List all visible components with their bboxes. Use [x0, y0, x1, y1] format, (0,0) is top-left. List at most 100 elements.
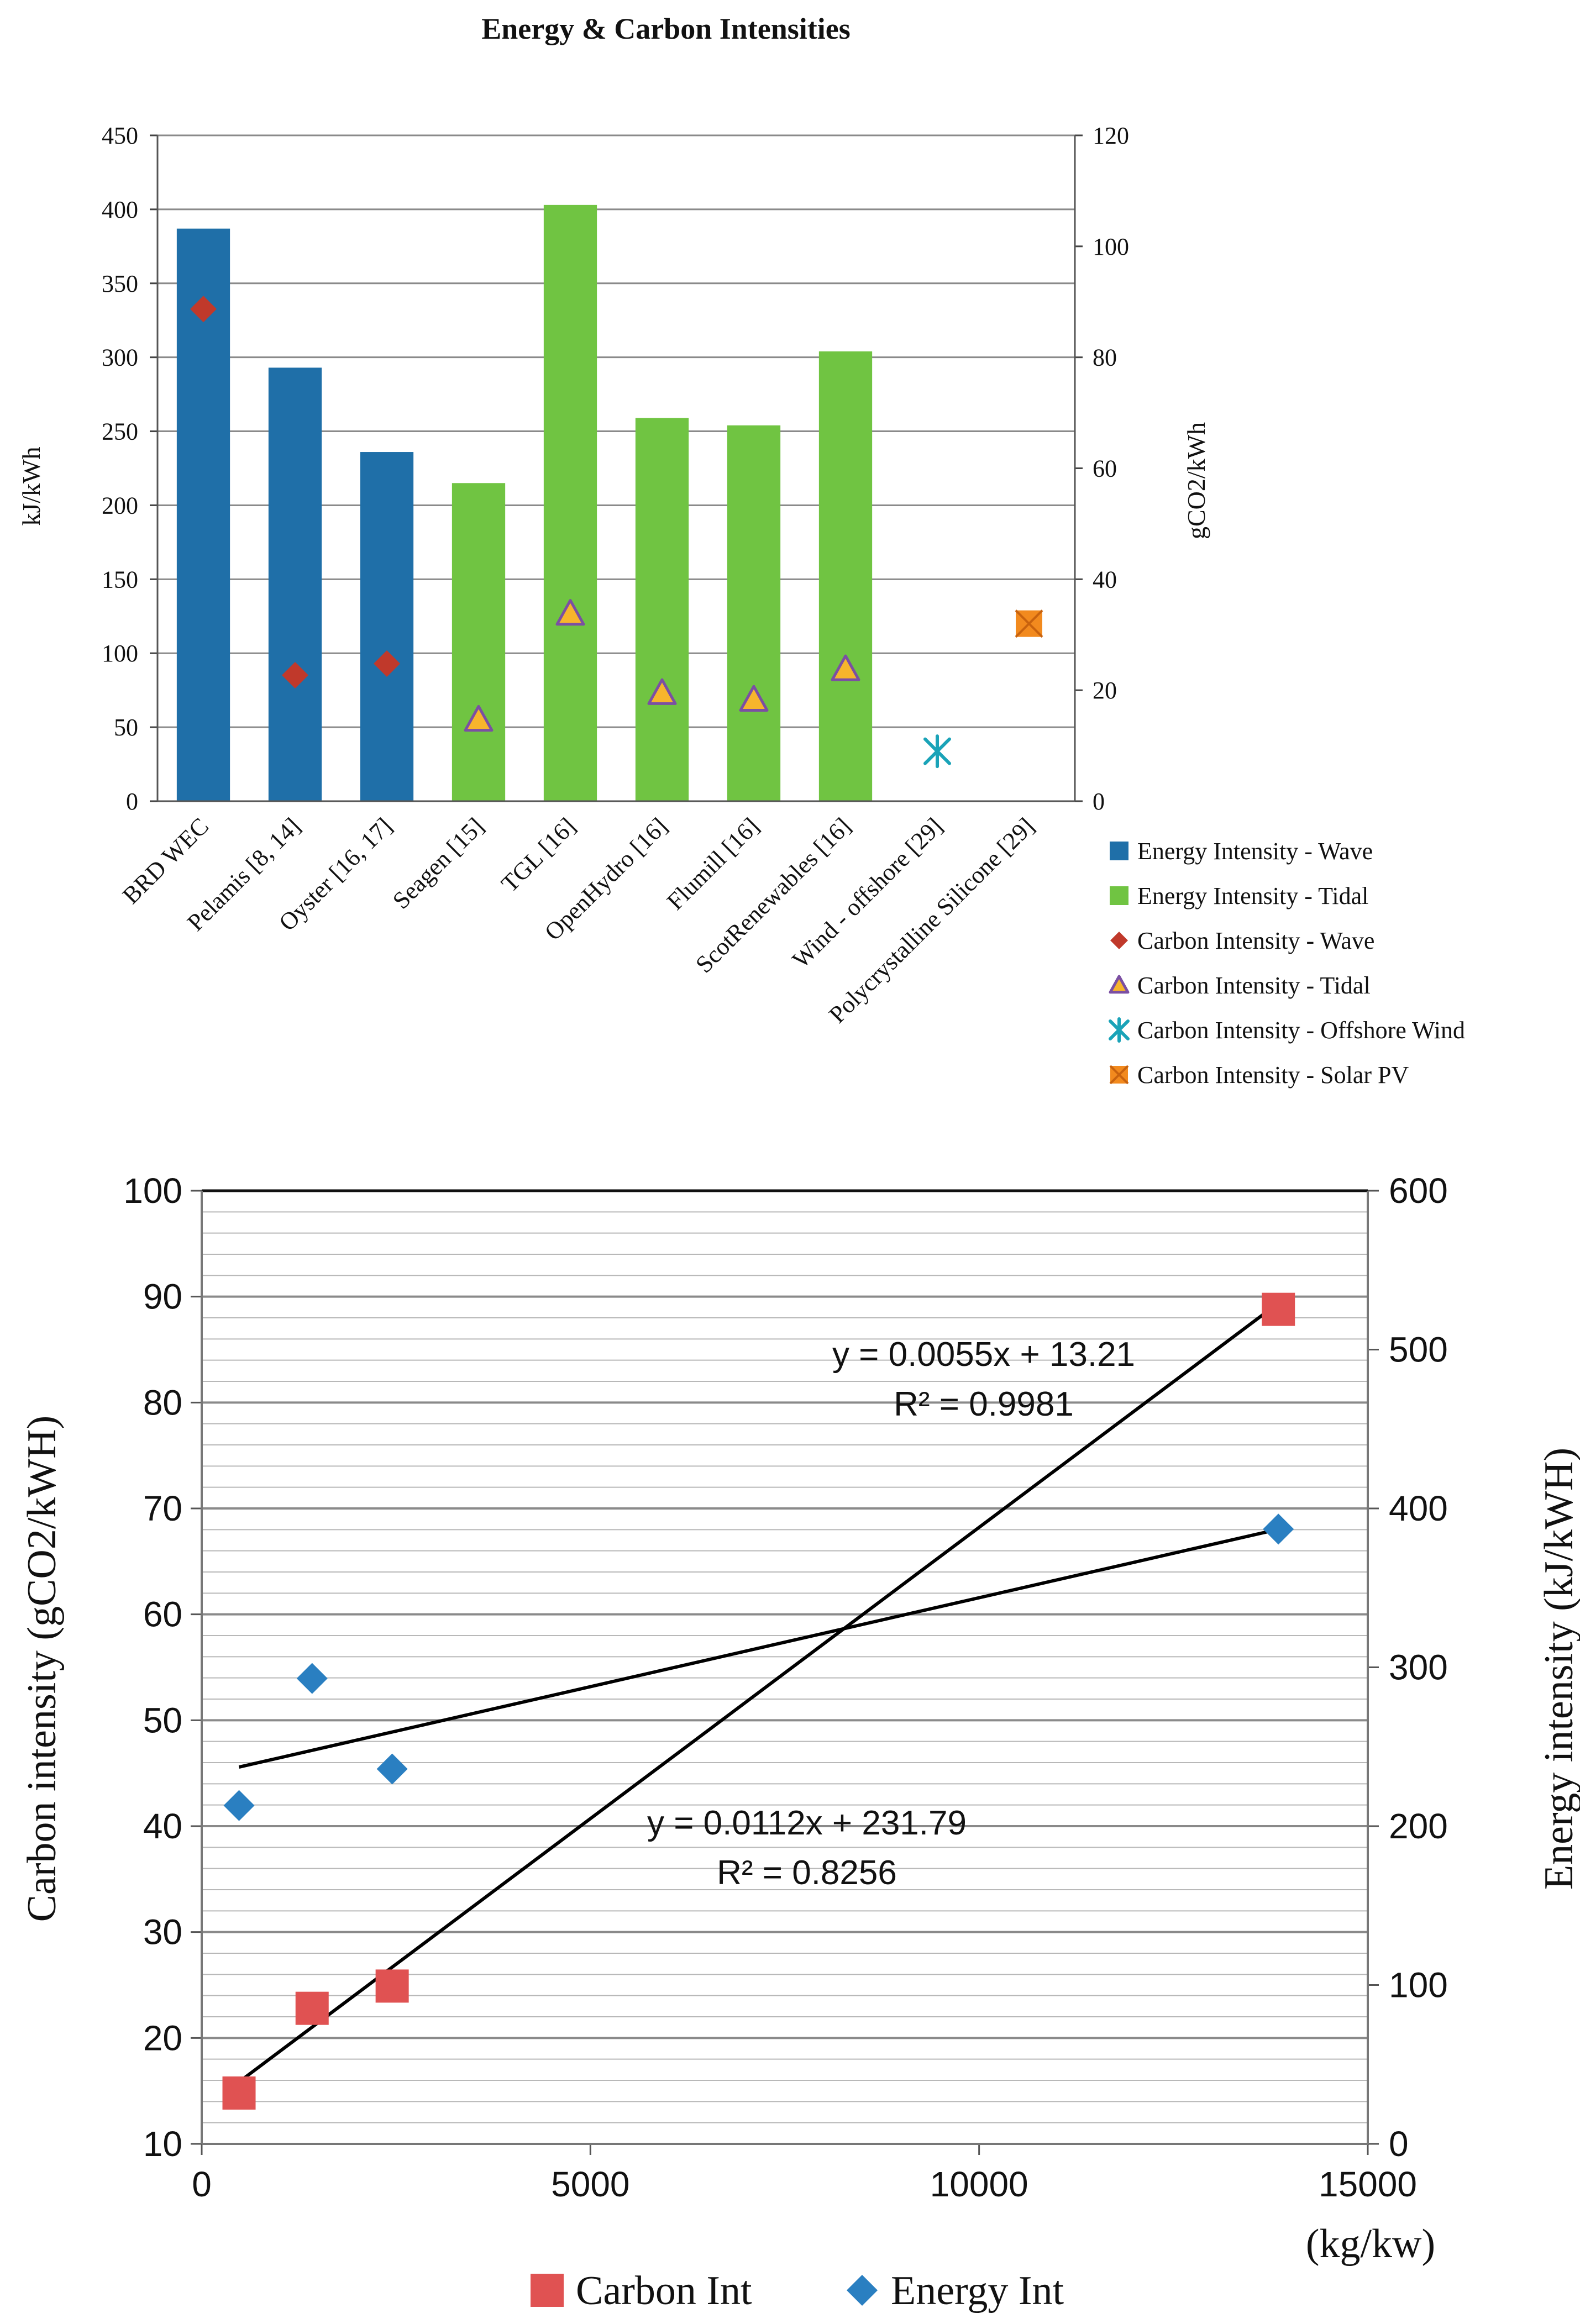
marker-carbon-intensity-tidal-flumill-16: [739, 685, 769, 712]
chart2-x-tick-label: 0: [192, 2164, 212, 2204]
chart1-left-axis-label: kJ/kWh: [17, 446, 45, 525]
point-carbon-int-3: [1262, 1292, 1295, 1326]
marker-carbon-intensity-tidal-seagen-15: [464, 704, 494, 732]
point-carbon-int-1: [295, 1991, 329, 2025]
chart2-left-tick-label: 80: [143, 1382, 182, 1422]
bar-energy-intensity-tidal-scotrenewables-16: [818, 351, 873, 801]
legend-carbon-intensity-wave-swatch: [1110, 932, 1128, 949]
chart2-left-tick-label: 10: [143, 2124, 182, 2164]
point-carbon-int-2: [375, 1969, 409, 2003]
chart1-left-tick-label: 150: [102, 566, 138, 593]
legend-energy-int-label: Energy Int: [891, 2268, 1064, 2314]
chart2-left-tick-label: 50: [143, 1700, 182, 1740]
legend-energy-intensity-tidal-label: Energy Intensity - Tidal: [1137, 882, 1368, 909]
chart2-right-axis-label: Energy intensity (kJ/kWH): [1536, 1448, 1580, 1890]
legend-carbon-intensity-offshore-wind-swatch: [1109, 1017, 1130, 1043]
legend-carbon-int-swatch: [531, 2274, 564, 2307]
energy-trend-r2: R² = 0.8256: [717, 1854, 897, 1892]
carbon-trend-r2: R² = 0.9981: [894, 1385, 1074, 1423]
marker-carbon-intensity-tidal-scotrenewables-16: [831, 654, 860, 681]
point-energy-int-2: [376, 1753, 408, 1785]
chart1-left-tick-label: 100: [102, 640, 138, 667]
chart1-legend: Energy Intensity - Wave Energy Intensity …: [1109, 838, 1465, 1089]
legend-carbon-intensity-tidal-label: Carbon Intensity - Tidal: [1137, 972, 1371, 999]
chart1-right-tick-labels: 0 20 40 60 80 100 120: [1093, 122, 1129, 815]
chart2-x-axis-label: (kg/kw): [1306, 2221, 1435, 2267]
chart2-x-tick-label: 5000: [551, 2164, 629, 2204]
chart2-right-tick-label: 300: [1389, 1648, 1448, 1687]
chart2-left-tick-label: 70: [143, 1489, 182, 1528]
chart1-right-tick-label: 40: [1093, 566, 1117, 593]
chart2-x-tick-label: 15000: [1319, 2164, 1417, 2204]
chart1-axes: [150, 134, 1083, 802]
point-energy-int-1: [296, 1663, 328, 1694]
point-carbon-int-0: [222, 2076, 256, 2110]
legend-carbon-intensity-solar-pv-swatch: [1109, 1065, 1129, 1085]
bar-energy-intensity-tidal-tgl-16: [543, 204, 597, 801]
chart2-right-tick-label: 100: [1389, 1965, 1448, 2005]
legend-carbon-intensity-tidal-swatch: [1109, 975, 1130, 994]
marker-carbon-intensity-offshore-wind-wind-offshore-29: [923, 734, 951, 769]
bar-energy-intensity-wave-oyster-16-17: [360, 452, 414, 801]
marker-carbon-intensity-wave-brd-wec: [190, 296, 217, 323]
chart2-right-tick-label: 600: [1389, 1171, 1448, 1211]
bar-energy-intensity-tidal-openhydro-16: [635, 418, 689, 801]
trendline-carbon-int: [238, 1301, 1280, 2084]
chart1-left-tick-label: 350: [102, 270, 138, 297]
legend-energy-intensity-tidal-swatch: [1110, 886, 1128, 905]
chart2-legend: Carbon Int Energy Int: [531, 2268, 1064, 2314]
bar-energy-intensity-tidal-flumill-16: [727, 425, 781, 801]
legend-energy-int-swatch: [847, 2275, 878, 2306]
legend-energy-intensity-wave-swatch: [1110, 842, 1128, 860]
chart2-left-tick-label: 20: [143, 2018, 182, 2058]
chart1-left-tick-label: 400: [102, 196, 138, 223]
chart1-markers: [190, 296, 1043, 769]
chart2-right-tick-label: 0: [1389, 2124, 1409, 2164]
legend-carbon-intensity-solar-pv-swatch-cross: [1109, 1065, 1129, 1085]
intensity-scatter-chart: 10 20 30 40 50 60 70 80 90 100 0 100 200 300 400 500 60…: [19, 1171, 1580, 2314]
bar-energy-intensity-wave-brd-wec: [176, 228, 230, 802]
chart2-right-tick-labels: 0 100 200 300 400 500 600: [1389, 1171, 1448, 2164]
chart2-x-tick-label: 10000: [930, 2164, 1028, 2204]
chart2-left-axis-label: Carbon intensity (gCO2/kWH): [19, 1416, 65, 1922]
chart2-x-tick-labels: 0 5000 10000 15000: [192, 2164, 1417, 2204]
marker-carbon-intensity-wave-pelamis-8-14: [282, 662, 308, 689]
legend-carbon-int-label: Carbon Int: [576, 2268, 752, 2314]
chart2-left-tick-label: 90: [143, 1277, 182, 1317]
chart1-right-tick-label: 80: [1093, 344, 1117, 371]
legend-carbon-intensity-solar-pv-label: Carbon Intensity - Solar PV: [1137, 1061, 1409, 1089]
point-energy-int-0: [223, 1790, 255, 1821]
chart2-points: [222, 1292, 1295, 2110]
chart2-right-tick-label: 400: [1389, 1489, 1448, 1528]
marker-carbon-intensity-wave-oyster-16-17: [374, 650, 400, 677]
energy-trend-equation: y = 0.0112x + 231.79: [647, 1804, 967, 1842]
point-energy-int-3: [1263, 1513, 1294, 1545]
marker-carbon-intensity-solar-pv-polycrystalline-silicone-29: [1015, 609, 1043, 638]
chart1-left-tick-labels: 0 50 100 150 200 250 300 350 400 450: [102, 122, 138, 815]
chart1-right-tick-label: 120: [1093, 122, 1129, 149]
chart1-left-tick-label: 0: [126, 788, 138, 815]
bar-energy-intensity-tidal-seagen-15: [452, 483, 506, 801]
chart1-left-tick-label: 300: [102, 344, 138, 371]
chart1-left-tick-label: 250: [102, 418, 138, 445]
carbon-trend-equation: y = 0.0055x + 13.21: [832, 1335, 1135, 1374]
trendline-energy-int: [238, 1527, 1279, 1769]
legend-carbon-intensity-wave-label: Carbon Intensity - Wave: [1137, 927, 1374, 954]
chart2-annotations: y = 0.0055x + 13.21 R² = 0.9981 y = 0.01…: [647, 1335, 1135, 1892]
chart1-right-tick-label: 20: [1093, 677, 1117, 704]
marker-carbon-intensity-solar-pv-polycrystalline-silicone-29-cross: [1015, 609, 1043, 638]
chart2-axes: [191, 1190, 1379, 2155]
chart1-left-tick-label: 50: [114, 714, 138, 741]
chart1-left-tick-label: 200: [102, 492, 138, 519]
chart1-right-tick-label: 100: [1093, 233, 1129, 260]
legend-energy-intensity-wave-label: Energy Intensity - Wave: [1137, 838, 1373, 865]
chart1-bars: [176, 204, 873, 802]
chart2-left-tick-label: 30: [143, 1912, 182, 1952]
marker-carbon-intensity-tidal-tgl-16: [555, 599, 585, 626]
chart2-left-tick-label: 100: [123, 1171, 182, 1211]
chart2-right-tick-label: 500: [1389, 1330, 1448, 1370]
chart2-gridlines: [202, 1189, 1368, 2123]
chart2-trendlines: [238, 1301, 1280, 2084]
chart1-right-axis-label: gCO2/kWh: [1182, 422, 1210, 539]
legend-carbon-intensity-offshore-wind-label: Carbon Intensity - Offshore Wind: [1137, 1017, 1465, 1044]
